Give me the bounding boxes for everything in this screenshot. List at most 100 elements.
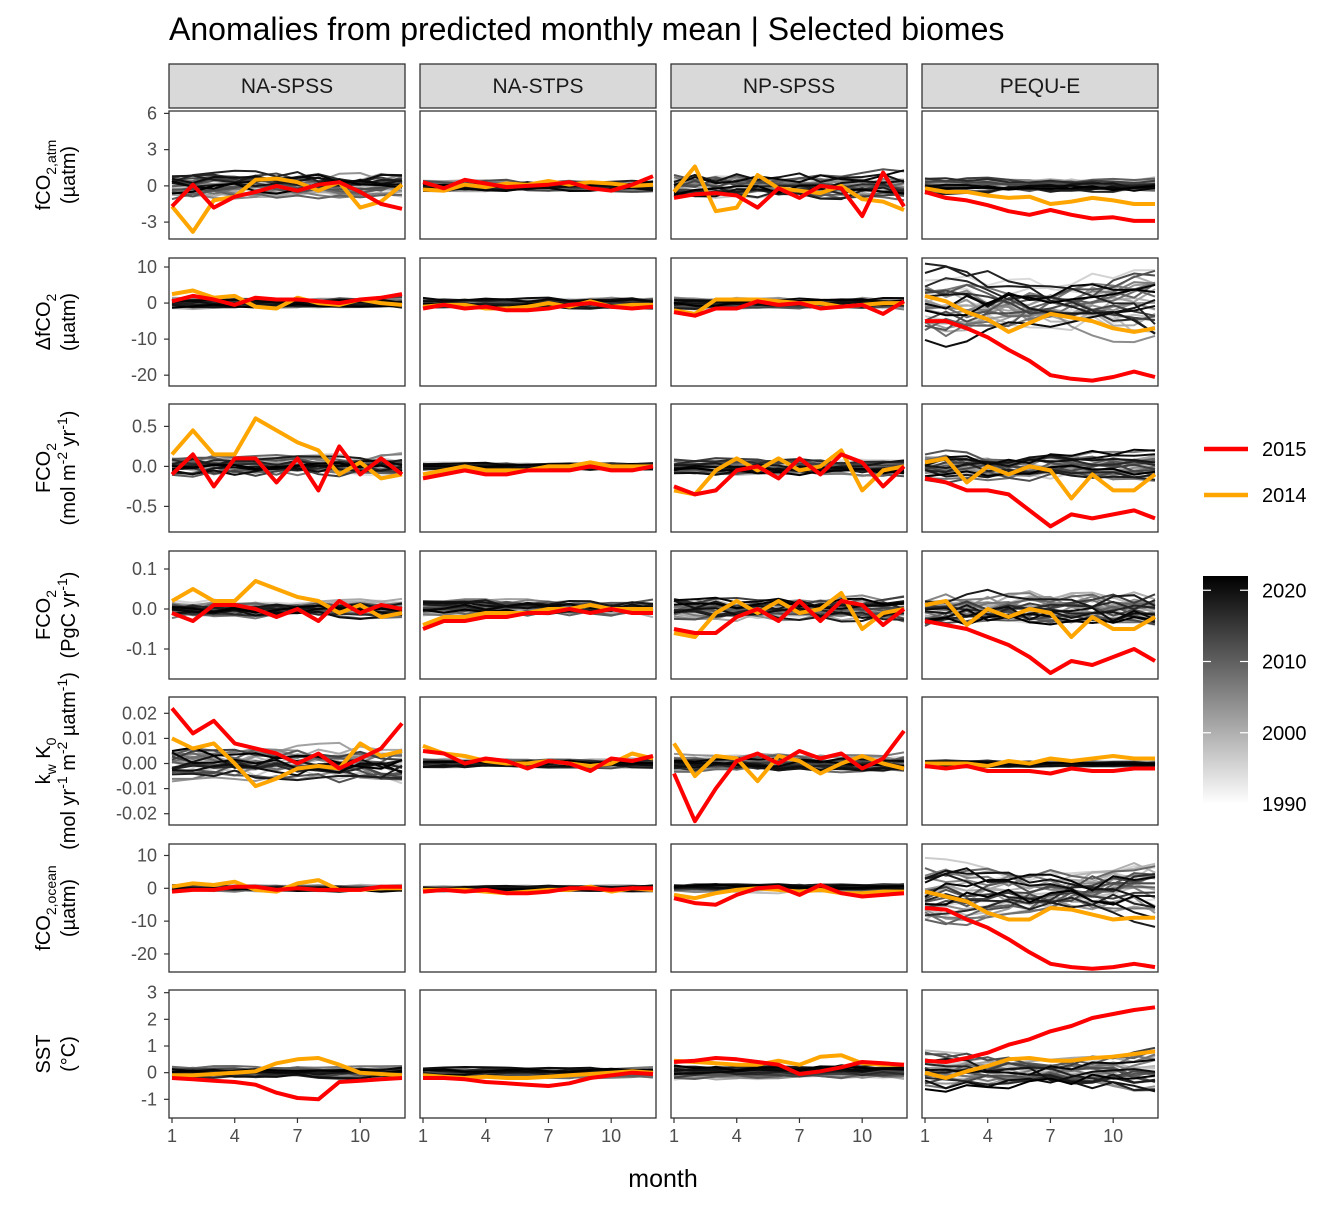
year-line — [924, 873, 1156, 898]
y-tick-label: -10 — [131, 911, 157, 931]
x-tick-label: 7 — [292, 1126, 302, 1146]
panel-kw_k0-NA-STPS — [419, 696, 657, 826]
panel-border — [921, 843, 1159, 973]
panel-border — [168, 550, 406, 680]
year-line — [924, 464, 1156, 478]
line-2015 — [673, 883, 905, 907]
panel-border — [921, 989, 1159, 1119]
y-tick-label: 0.00 — [122, 754, 157, 774]
year-line — [673, 172, 905, 184]
y-tick-label: 0.1 — [132, 559, 157, 579]
panel-background — [169, 844, 405, 972]
colorbar-label: 2020 — [1262, 580, 1307, 602]
line-2015 — [422, 174, 654, 193]
row-label-line: kw K0 — [33, 737, 59, 784]
y-tick-label: -20 — [131, 944, 157, 964]
row-label-dfco2: ΔfCO2 (µatm) — [33, 293, 80, 351]
panel-fco2_atm-NA-STPS — [419, 110, 657, 240]
x-tick-label: 10 — [350, 1126, 370, 1146]
y-tick-label: -3 — [141, 212, 157, 232]
panel-border — [921, 403, 1159, 533]
panel-border — [419, 696, 657, 826]
panel-sst-NA-SPSS — [168, 989, 406, 1119]
x-tick-label: 1 — [669, 1126, 679, 1146]
row-label-line: (PgC yr-1) — [54, 572, 80, 659]
year-line — [924, 454, 1156, 470]
line-2015 — [924, 189, 1155, 223]
panel-border — [419, 403, 657, 533]
line-2015 — [673, 1056, 905, 1076]
panel-border — [168, 403, 406, 533]
row-label-fco2_flux_total: FCO2 (PgC yr-1) — [33, 572, 80, 659]
line-2015 — [422, 749, 654, 773]
year-line — [924, 305, 1156, 348]
panel-background — [420, 111, 656, 239]
line-2015 — [171, 292, 403, 307]
year-line — [924, 453, 1156, 468]
panel-border — [168, 696, 406, 826]
year-line — [673, 761, 905, 772]
panel-background — [169, 258, 405, 386]
facet-strip-label: NP-SPSS — [743, 75, 835, 98]
line-2014 — [170, 416, 403, 481]
panel-border — [670, 989, 908, 1119]
year-line — [924, 185, 1156, 193]
panel-border — [168, 989, 406, 1119]
colorbar-label: 2010 — [1262, 652, 1307, 674]
line-2014 — [924, 186, 1155, 206]
panel-sst-PEQU-E — [921, 989, 1159, 1119]
line-2014 — [924, 293, 1156, 334]
year-line — [924, 867, 1156, 920]
y-tick-label: 10 — [137, 257, 157, 277]
panel-fco2_flux_total-NA-STPS — [419, 550, 657, 680]
x-tick-label: 7 — [543, 1126, 553, 1146]
y-tick-label: 2 — [147, 1009, 157, 1029]
year-line — [673, 883, 905, 889]
line-2015 — [673, 452, 906, 497]
line-2014 — [672, 164, 905, 214]
panel-border — [419, 550, 657, 680]
year-line — [673, 597, 905, 610]
line-2015 — [924, 476, 1156, 529]
y-tick-label: 0.02 — [122, 703, 157, 723]
panel-border — [921, 110, 1159, 240]
panel-background — [671, 258, 907, 386]
panel-border — [168, 257, 406, 387]
year-line — [924, 176, 1156, 186]
y-tick-label: 0 — [147, 1063, 157, 1083]
row-label-fco2_flux_area: FCO2(mol m-2 yr-1) — [33, 411, 80, 526]
panel-fco2_ocean-NA-SPSS — [168, 843, 406, 973]
line-2015 — [170, 707, 404, 771]
row-label-line: (µatm) — [58, 879, 80, 937]
line-2015 — [673, 299, 906, 318]
panel-dfco2-PEQU-E — [921, 257, 1159, 387]
row-label-fco2_ocean: fCO2,ocean (µatm) — [33, 865, 80, 950]
x-tick-label: 10 — [601, 1126, 621, 1146]
year-line — [924, 873, 1156, 917]
line-2015 — [673, 170, 906, 219]
facet-strip-label: PEQU-E — [1000, 75, 1081, 98]
x-tick-label: 10 — [1103, 1126, 1123, 1146]
y-tick-label: 1 — [147, 1036, 157, 1056]
panel-kw_k0-NA-SPSS — [168, 696, 406, 826]
panel-background — [671, 990, 907, 1118]
panel-kw_k0-PEQU-E — [921, 696, 1159, 826]
line-2014 — [924, 1049, 1156, 1080]
x-tick-label: 4 — [230, 1126, 240, 1146]
year-line — [673, 757, 905, 768]
y-tick-label: -20 — [131, 365, 157, 385]
year-line — [171, 751, 403, 774]
line-2015 — [672, 729, 906, 824]
year-line — [924, 888, 1156, 908]
x-tick-label: 4 — [732, 1126, 742, 1146]
colorbar-label: 1990 — [1262, 794, 1307, 816]
line-2015 — [423, 1070, 654, 1088]
panel-border — [168, 110, 406, 240]
line-2014 — [673, 591, 905, 639]
y-tick-label: 0.0 — [132, 456, 157, 476]
legend-label-2015: 2015 — [1262, 439, 1307, 461]
year-line — [673, 169, 905, 187]
line-2014 — [171, 579, 403, 619]
panel-fco2_flux_area-PEQU-E — [921, 403, 1159, 533]
